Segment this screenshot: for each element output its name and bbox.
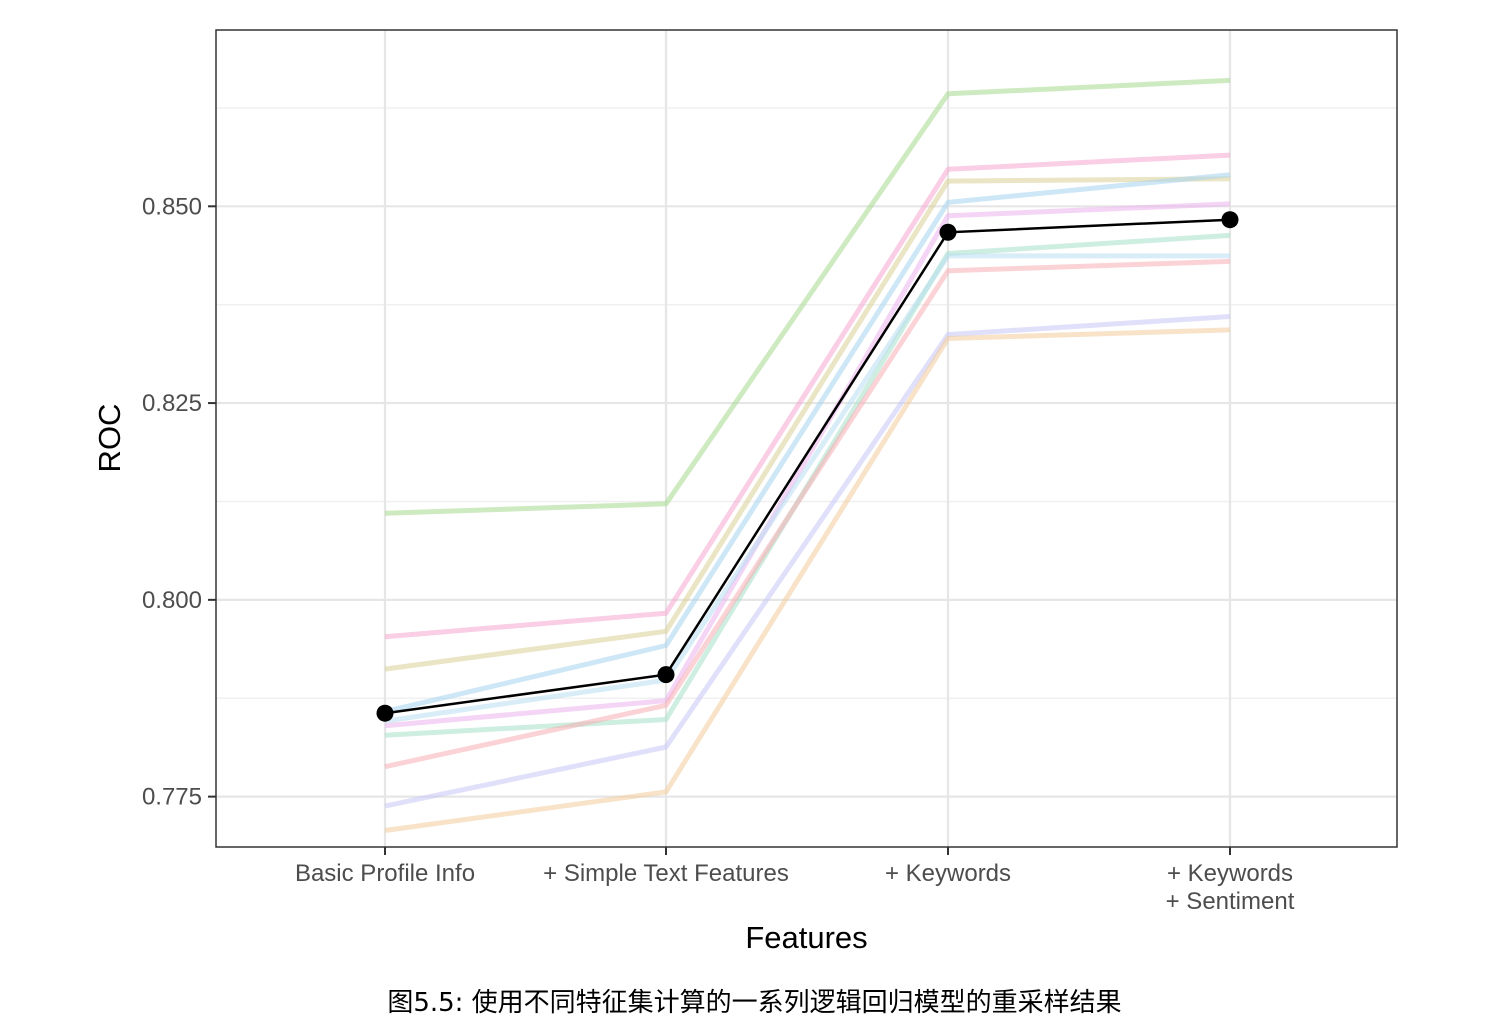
- resample-series-line: [384, 327, 1231, 833]
- resample-series-line: [384, 253, 1230, 724]
- x-tick-label-line: + Keywords: [1167, 860, 1293, 887]
- plot-border: [215, 29, 1398, 848]
- x-tick-label-line: Basic Profile Info: [295, 860, 475, 887]
- figure-caption: 图5.5: 使用不同特征集计算的一系列逻辑回归模型的重采样结果: [387, 988, 1122, 1018]
- y-tick-label: 0.775: [142, 784, 202, 811]
- resample-series-line: [384, 176, 1231, 672]
- y-tick-label: 0.850: [142, 193, 202, 220]
- mean-series-line: [384, 218, 1231, 715]
- x-tick-label: + Keywords + Sentiment: [1166, 860, 1295, 915]
- x-tick-label: + Simple Text Features: [543, 860, 789, 887]
- resample-series-line: [384, 314, 1231, 809]
- resample-series-line: [384, 258, 1231, 770]
- x-tick-label-line: + Simple Text Features: [543, 860, 789, 887]
- x-tick-label-line: + Keywords: [885, 860, 1011, 887]
- resample-series-line: [384, 172, 1231, 715]
- resample-series-line: [384, 201, 1231, 729]
- mean-data-point: [657, 666, 675, 684]
- resample-series-line: [384, 152, 1231, 640]
- y-tick-label: 0.800: [142, 587, 202, 614]
- x-axis-title: Features: [745, 920, 867, 955]
- y-tick-label: 0.825: [142, 390, 202, 417]
- x-tick-label-line: + Sentiment: [1166, 888, 1295, 915]
- x-tick-label: + Keywords: [885, 860, 1011, 887]
- y-axis-title: ROC: [92, 404, 127, 473]
- mean-data-point: [376, 704, 394, 722]
- roc-line-chart: 0.775 0.800 0.825 0.850 Basic Profile Info + …: [92, 29, 1398, 955]
- plot-panel: [216, 30, 1397, 847]
- x-tick-label: Basic Profile Info: [295, 860, 475, 887]
- mean-data-point: [1221, 211, 1239, 229]
- mean-data-point: [939, 223, 957, 241]
- resample-series-line: [384, 77, 1231, 516]
